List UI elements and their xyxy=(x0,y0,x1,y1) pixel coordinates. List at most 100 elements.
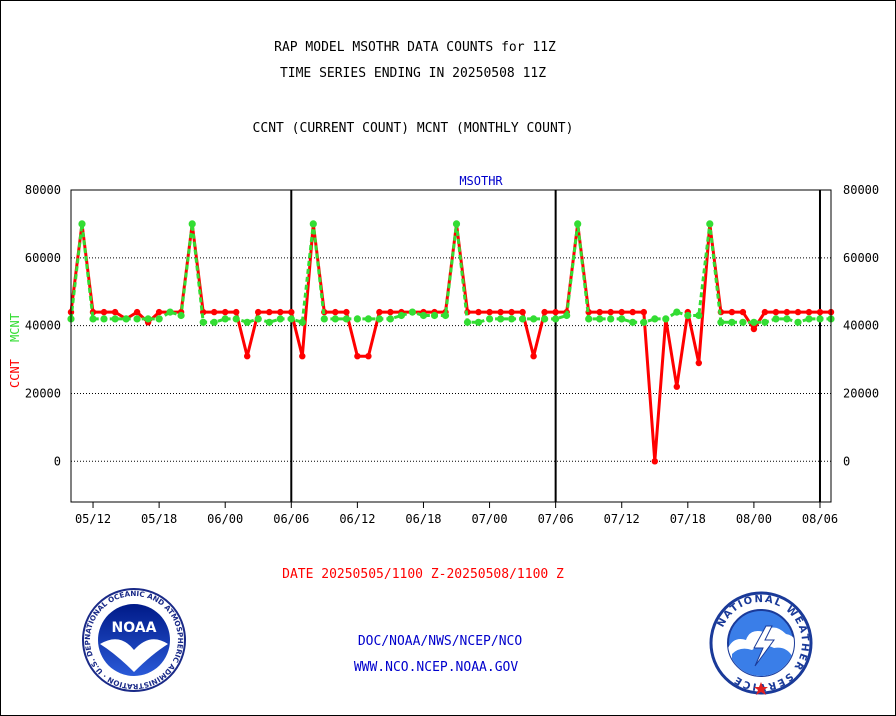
x-tick-label: 05/12 xyxy=(75,512,111,526)
ccnt-data-point xyxy=(277,308,284,316)
y-tick-label-right: 0 xyxy=(843,454,850,468)
mcnt-data-point xyxy=(574,220,582,228)
ccnt-data-point xyxy=(805,308,813,316)
mcnt-data-point xyxy=(243,318,251,326)
mcnt-data-point xyxy=(530,315,538,323)
mcnt-data-point xyxy=(585,315,593,323)
mcnt-data-point xyxy=(364,315,372,323)
mcnt-data-point xyxy=(199,318,207,326)
y-axis-label-ccnt: CCNT xyxy=(8,359,22,388)
mcnt-data-point xyxy=(254,315,262,323)
mcnt-data-point xyxy=(386,315,394,323)
ccnt-data-point xyxy=(816,308,824,316)
x-tick-label: 08/00 xyxy=(736,512,772,526)
mcnt-data-point xyxy=(662,315,670,323)
mcnt-data-point xyxy=(508,315,516,323)
ccnt-data-point xyxy=(233,308,240,316)
x-tick-label: 06/00 xyxy=(207,512,243,526)
x-tick-label: 08/06 xyxy=(802,512,838,526)
y-tick-label-right: 40000 xyxy=(843,319,879,333)
chart-title: MSOTHR xyxy=(459,174,503,188)
ccnt-data-point xyxy=(376,308,383,316)
mcnt-data-point xyxy=(441,311,450,320)
website-link[interactable]: WWW.NCO.NCEP.NOAA.GOV xyxy=(353,660,519,675)
mcnt-data-point xyxy=(706,220,714,228)
mcnt-data-point xyxy=(375,315,383,323)
ccnt-data-point xyxy=(618,308,625,316)
noaa-logo[interactable]: NATIONAL OCEANIC AND ATMOSPHERIC ADMINIS… xyxy=(80,588,188,692)
mcnt-data-point xyxy=(221,315,229,323)
mcnt-data-point xyxy=(232,315,240,323)
mcnt-data-point xyxy=(276,315,284,323)
nws-logo[interactable]: NATIONAL WEATHER SERVICE xyxy=(708,590,814,696)
x-tick-label: 06/18 xyxy=(405,512,441,526)
ccnt-data-point xyxy=(673,383,680,390)
ccnt-data-point xyxy=(497,308,504,316)
mcnt-data-point xyxy=(794,318,802,326)
ccnt-data-point xyxy=(100,308,108,316)
header-title: RAP MODEL MSOTHR DATA COUNTS for 11Z xyxy=(274,40,556,55)
ccnt-data-point xyxy=(761,308,769,316)
mcnt-data-point xyxy=(287,315,295,323)
mcnt-data-point xyxy=(541,315,549,323)
x-tick-label: 05/18 xyxy=(141,512,177,526)
mcnt-data-point xyxy=(816,315,824,323)
ccnt-data-point xyxy=(508,308,515,316)
ccnt-data-point xyxy=(728,308,736,316)
mcnt-data-point xyxy=(651,315,659,323)
y-axis-label-mcnt: MCNT xyxy=(8,313,22,342)
ccnt-data-point xyxy=(486,308,493,316)
mcnt-data-point xyxy=(695,311,703,320)
mcnt-data-point xyxy=(761,318,769,326)
ccnt-data-point xyxy=(475,308,482,316)
y-tick-label-left: 60000 xyxy=(25,251,61,265)
y-tick-label-left: 0 xyxy=(54,454,61,468)
mcnt-data-point xyxy=(155,315,163,323)
mcnt-data-point xyxy=(298,318,306,326)
org-path-link[interactable]: DOC/NOAA/NWS/NCEP/NCO xyxy=(357,634,523,649)
ccnt-data-point xyxy=(794,308,802,316)
mcnt-series-line xyxy=(69,223,831,325)
ccnt-data-point xyxy=(343,308,350,316)
y-tick-label-left: 40000 xyxy=(25,319,61,333)
ccnt-data-point xyxy=(244,353,251,360)
mcnt-data-point xyxy=(122,315,130,323)
ccnt-data-point xyxy=(530,353,537,360)
mcnt-data-point xyxy=(265,318,273,326)
mcnt-data-point xyxy=(486,315,494,323)
mcnt-data-point xyxy=(607,315,615,323)
mcnt-data-point xyxy=(750,318,758,326)
ccnt-data-point xyxy=(552,308,559,316)
mcnt-data-point xyxy=(474,318,483,326)
mcnt-data-point xyxy=(563,311,571,320)
x-tick-label: 07/06 xyxy=(538,512,574,526)
mcnt-data-point xyxy=(684,311,692,320)
ccnt-data-point xyxy=(255,308,262,316)
header-subtitle: TIME SERIES ENDING IN 20250508 11Z xyxy=(279,66,547,81)
date-range-label: DATE 20250505/1100 Z-20250508/1100 Z xyxy=(282,567,564,582)
mcnt-data-point xyxy=(100,315,108,323)
ccnt-data-point xyxy=(155,308,163,316)
header-legend-text: CCNT (CURRENT COUNT) MCNT (MONTHLY COUNT… xyxy=(252,121,574,136)
ccnt-data-point xyxy=(750,325,758,333)
ccnt-data-point xyxy=(772,308,780,316)
mcnt-data-point xyxy=(618,315,626,323)
ccnt-data-point xyxy=(387,308,394,316)
y-tick-label-right: 60000 xyxy=(843,251,879,265)
ccnt-data-point xyxy=(651,458,658,465)
ccnt-data-point xyxy=(266,308,273,316)
mcnt-data-point xyxy=(629,318,637,326)
ccnt-data-point xyxy=(519,308,526,316)
mcnt-data-point xyxy=(353,315,361,323)
mcnt-data-point xyxy=(717,318,725,326)
mcnt-data-point xyxy=(772,315,780,323)
ccnt-data-point xyxy=(607,308,614,316)
mcnt-data-point xyxy=(166,308,174,316)
plot-area-border xyxy=(70,189,832,503)
mcnt-data-point xyxy=(144,315,152,323)
ccnt-data-point xyxy=(299,353,306,360)
mcnt-data-point xyxy=(309,220,317,228)
mcnt-data-point xyxy=(331,315,339,323)
ccnt-data-point xyxy=(629,308,636,316)
